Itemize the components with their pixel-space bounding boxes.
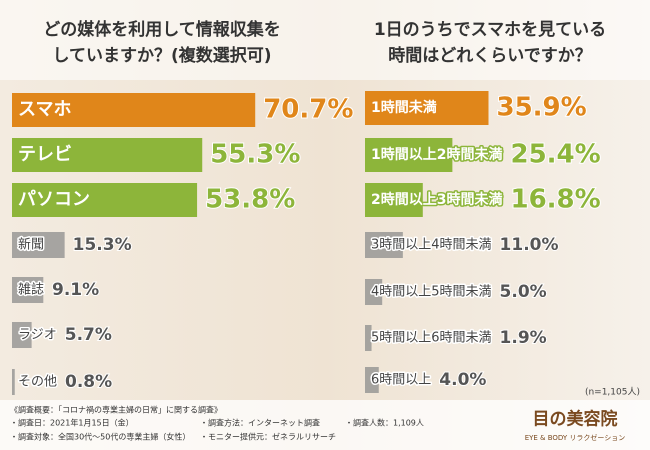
category-label: 3時間以上4時間未満 <box>371 238 492 253</box>
footer-band <box>0 400 650 450</box>
category-label: 4時間以上5時間未満 <box>371 285 492 300</box>
category-label: 5時間以上6時間未満 <box>371 331 492 346</box>
bar <box>365 183 423 217</box>
chart-title: 1日のうちでスマホを見ている <box>374 20 606 40</box>
chart-title: どの媒体を利用して情報収集を <box>43 19 281 40</box>
value-label: 55.3% <box>210 140 300 170</box>
bar <box>365 367 379 393</box>
category-label: ラジオ <box>18 328 57 343</box>
category-label: 1時間以上2時間未満 <box>371 146 502 163</box>
survey-item: ・モニター提供元：ゼネラルリサーチ <box>200 432 336 442</box>
bar <box>365 325 372 351</box>
bar <box>12 138 203 172</box>
category-label: 1時間未満 <box>371 99 437 116</box>
value-label: 9.1% <box>52 280 99 300</box>
logo-tagline: EYE & BODY リラクゼーション <box>525 433 626 442</box>
title-band <box>0 0 650 80</box>
value-label: 15.3% <box>73 235 132 255</box>
value-label: 4.0% <box>439 370 486 390</box>
value-label: 35.9% <box>496 93 586 123</box>
bar <box>365 138 453 172</box>
chart-title: 時間はどれくらいですか？ <box>388 45 592 66</box>
value-label: 70.7% <box>263 95 353 125</box>
category-label: その他 <box>18 375 57 390</box>
category-label: テレビ <box>18 144 72 165</box>
category-label: 2時間以上3時間未満 <box>371 191 502 208</box>
survey-item: ・調査対象：全国30代〜50代の専業主婦（女性） <box>10 432 190 442</box>
logo-name: 目の美容院 <box>533 409 618 430</box>
value-label: 5.0% <box>500 282 547 302</box>
bar <box>12 93 256 127</box>
survey-item: ・調査人数：1,109人 <box>345 418 424 428</box>
sample-note: (n=1,105人) <box>585 387 640 398</box>
value-label: 53.8% <box>205 185 295 215</box>
category-label: パソコン <box>18 189 90 210</box>
bar <box>12 322 32 348</box>
bar <box>12 232 65 258</box>
bar <box>12 183 198 217</box>
value-label: 25.4% <box>510 140 600 170</box>
survey-item: ・調査方法：インターネット調査 <box>200 418 320 428</box>
value-label: 1.9% <box>500 328 547 348</box>
value-label: 0.8% <box>65 372 112 392</box>
value-label: 11.0% <box>500 235 559 255</box>
survey-item: ・調査日：2021年1月15日（金） <box>10 418 134 428</box>
bar <box>365 91 489 125</box>
value-label: 5.7% <box>65 325 112 345</box>
bar <box>12 369 15 395</box>
value-label: 16.8% <box>510 185 600 215</box>
survey-heading: 《調査概要：「コロナ禍の専業主婦の日常」に関する調査》 <box>10 405 222 415</box>
bar <box>12 277 44 303</box>
category-label: スマホ <box>18 99 71 120</box>
category-label: 新聞 <box>18 237 44 253</box>
category-label: 雑誌 <box>18 282 44 298</box>
category-label: 6時間以上 <box>371 373 431 388</box>
chart-title: していますか？(複数選択可) <box>52 45 271 66</box>
bar <box>365 232 403 258</box>
bar <box>365 279 383 305</box>
